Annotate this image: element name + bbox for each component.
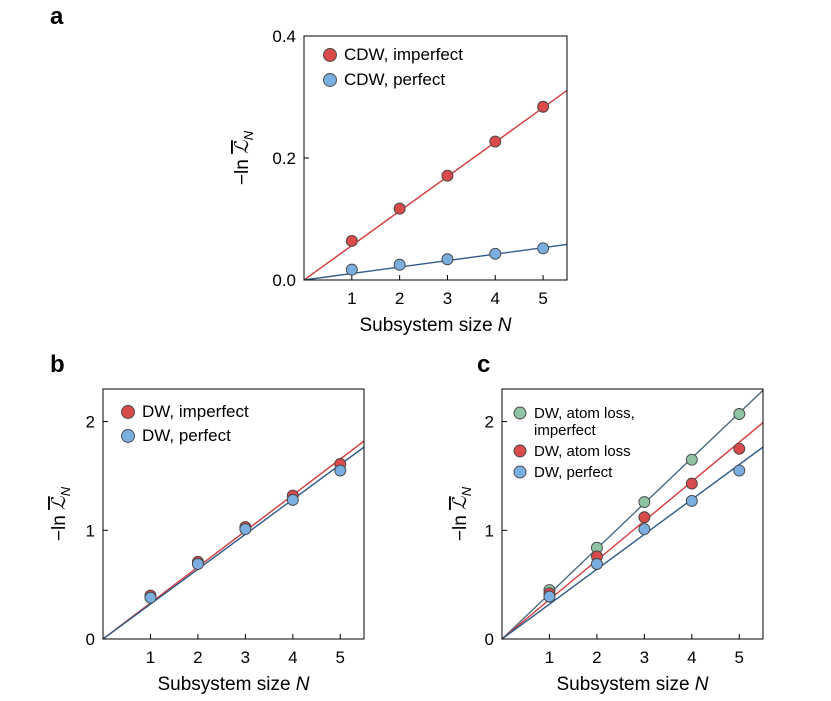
y-tick-label: 0.2 — [272, 149, 296, 168]
legend-marker-2 — [323, 73, 337, 87]
data-point-s1-2 — [393, 202, 406, 215]
x-tick-label: 2 — [395, 289, 404, 308]
panel-c: c 1 2 3 4 5 0 1 2 Subsystem size N −ln ℒN DW, atom … — [450, 351, 764, 695]
y-tick-label: 0.0 — [272, 271, 296, 290]
x-tick-label: 1 — [545, 648, 554, 667]
legend-marker-1 — [513, 406, 527, 420]
x-axis-label: Subsystem size N — [157, 674, 309, 695]
legend: DW, imperfect DW, perfect — [121, 402, 249, 445]
x-tick-label: 4 — [288, 648, 297, 667]
data-point-s1-4 — [489, 135, 502, 148]
fit-line-2 — [103, 446, 364, 639]
data-point-s2-5 — [733, 442, 746, 455]
data-point-s2-3 — [441, 253, 454, 266]
legend-label-1: imperfect — [534, 422, 597, 439]
data-point-s2-5 — [537, 242, 550, 255]
panel-letter: b — [50, 351, 65, 378]
y-tick-label: 1 — [485, 521, 494, 540]
plot-frame — [102, 388, 365, 640]
data-point-s3-1 — [543, 590, 556, 603]
data-point-s1-3 — [638, 496, 651, 508]
fit-line-1 — [304, 89, 567, 280]
y-tick-label: 2 — [485, 413, 494, 432]
y-tick-label: 0 — [86, 630, 95, 649]
x-tick-label: 1 — [146, 648, 155, 667]
legend-label-3: DW, perfect — [534, 464, 613, 481]
x-tick-label: 3 — [241, 648, 250, 667]
x-axis-label: Subsystem size N — [359, 315, 511, 336]
data-point-s2-2 — [393, 258, 406, 271]
y-tick-label: 0 — [485, 630, 494, 649]
data-point-s2-1 — [345, 263, 358, 276]
x-tick-label: 2 — [193, 648, 202, 667]
data-point-s1-1 — [345, 235, 358, 247]
data-point-s3-3 — [638, 523, 651, 536]
legend: DW, atom loss,imperfect DW, atom loss DW, … — [513, 405, 635, 481]
legend-label-2: DW, atom loss — [534, 443, 631, 460]
data-point-s3-4 — [685, 495, 698, 507]
legend-marker-2 — [513, 444, 527, 458]
data-point-s1-5 — [733, 408, 746, 420]
data-point-s2-4 — [286, 493, 299, 506]
legend-label-1: CDW, imperfect — [344, 45, 463, 64]
legend-marker-3 — [513, 465, 527, 479]
data-point-s2-4 — [685, 477, 698, 490]
data-point-s2-3 — [239, 523, 252, 536]
x-tick-label: 2 — [592, 648, 601, 667]
legend-label-2: CDW, perfect — [344, 70, 445, 89]
legend: CDW, imperfect CDW, perfect — [323, 45, 463, 89]
fit-line-1 — [103, 440, 364, 639]
x-tick-label: 5 — [538, 289, 547, 308]
x-tick-label: 3 — [443, 289, 452, 308]
y-tick-label: 1 — [86, 521, 95, 540]
data-point-s2-3 — [638, 511, 651, 524]
legend-label-2: DW, perfect — [142, 426, 231, 445]
data-point-s3-5 — [733, 464, 746, 477]
legend-label-1: DW, imperfect — [142, 402, 249, 421]
x-tick-label: 5 — [336, 648, 345, 667]
fit-line-2 — [502, 422, 763, 639]
data-point-s1-4 — [685, 453, 698, 466]
data-point-s3-2 — [590, 558, 603, 570]
plot-frame — [501, 388, 764, 640]
legend-label-1: DW, atom loss, — [534, 405, 635, 422]
y-axis-label: −ln ℒN — [450, 486, 474, 541]
y-tick-label: 2 — [86, 413, 95, 432]
y-axis-label: −ln ℒN — [232, 130, 256, 185]
y-tick-label: 0.4 — [272, 27, 296, 46]
x-axis-label: Subsystem size N — [556, 674, 708, 695]
x-tick-label: 1 — [347, 289, 356, 308]
panel-letter: a — [50, 3, 64, 30]
x-tick-label: 4 — [687, 648, 696, 667]
fit-line-2 — [304, 243, 567, 280]
legend-marker-2 — [121, 429, 135, 443]
data-point-s2-5 — [334, 464, 347, 477]
y-axis-label: −ln ℒN — [49, 486, 73, 541]
panel-b: b 1 2 3 4 5 0 1 2 Subsystem size N −ln ℒN DW, imper… — [49, 351, 365, 695]
x-tick-label: 3 — [640, 648, 649, 667]
legend-marker-1 — [121, 405, 135, 419]
data-point-s1-5 — [537, 100, 550, 113]
panel-letter: c — [477, 351, 490, 378]
data-point-s1-3 — [441, 169, 454, 182]
legend-marker-1 — [323, 48, 337, 62]
data-point-s2-2 — [191, 558, 204, 570]
x-tick-label: 5 — [735, 648, 744, 667]
data-point-s2-4 — [489, 247, 502, 260]
data-point-s2-1 — [144, 591, 157, 604]
fit-line-3 — [502, 446, 763, 639]
panel-a: a 1 2 3 4 5 0.0 0.2 0.4 Subsystem size N −ln ℒN CDW… — [50, 3, 568, 336]
x-tick-label: 4 — [491, 289, 500, 308]
